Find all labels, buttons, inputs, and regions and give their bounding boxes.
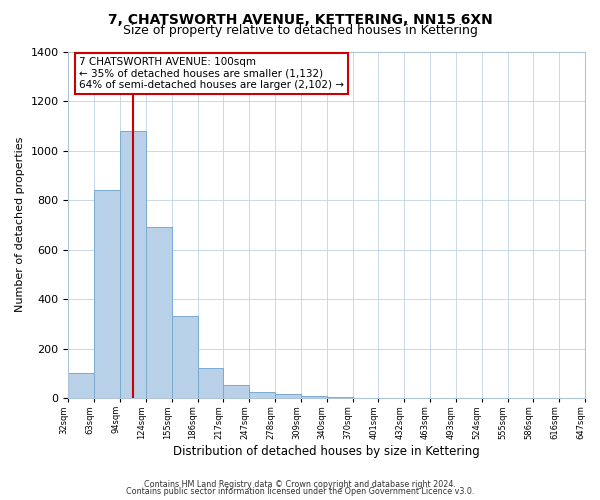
Y-axis label: Number of detached properties: Number of detached properties — [15, 137, 25, 312]
Text: Size of property relative to detached houses in Kettering: Size of property relative to detached ho… — [122, 24, 478, 37]
Bar — [68, 374, 94, 398]
Bar — [120, 130, 146, 398]
Text: 7, CHATSWORTH AVENUE, KETTERING, NN15 6XN: 7, CHATSWORTH AVENUE, KETTERING, NN15 6X… — [107, 12, 493, 26]
Bar — [275, 394, 301, 398]
Text: Contains public sector information licensed under the Open Government Licence v3: Contains public sector information licen… — [126, 487, 474, 496]
Bar — [146, 228, 172, 398]
Text: 7 CHATSWORTH AVENUE: 100sqm
← 35% of detached houses are smaller (1,132)
64% of : 7 CHATSWORTH AVENUE: 100sqm ← 35% of det… — [79, 56, 344, 90]
Bar — [249, 392, 275, 398]
Bar — [197, 368, 223, 398]
Bar — [223, 384, 249, 398]
X-axis label: Distribution of detached houses by size in Kettering: Distribution of detached houses by size … — [173, 444, 480, 458]
Bar — [94, 190, 120, 398]
Text: Contains HM Land Registry data © Crown copyright and database right 2024.: Contains HM Land Registry data © Crown c… — [144, 480, 456, 489]
Bar — [172, 316, 197, 398]
Bar — [301, 396, 327, 398]
